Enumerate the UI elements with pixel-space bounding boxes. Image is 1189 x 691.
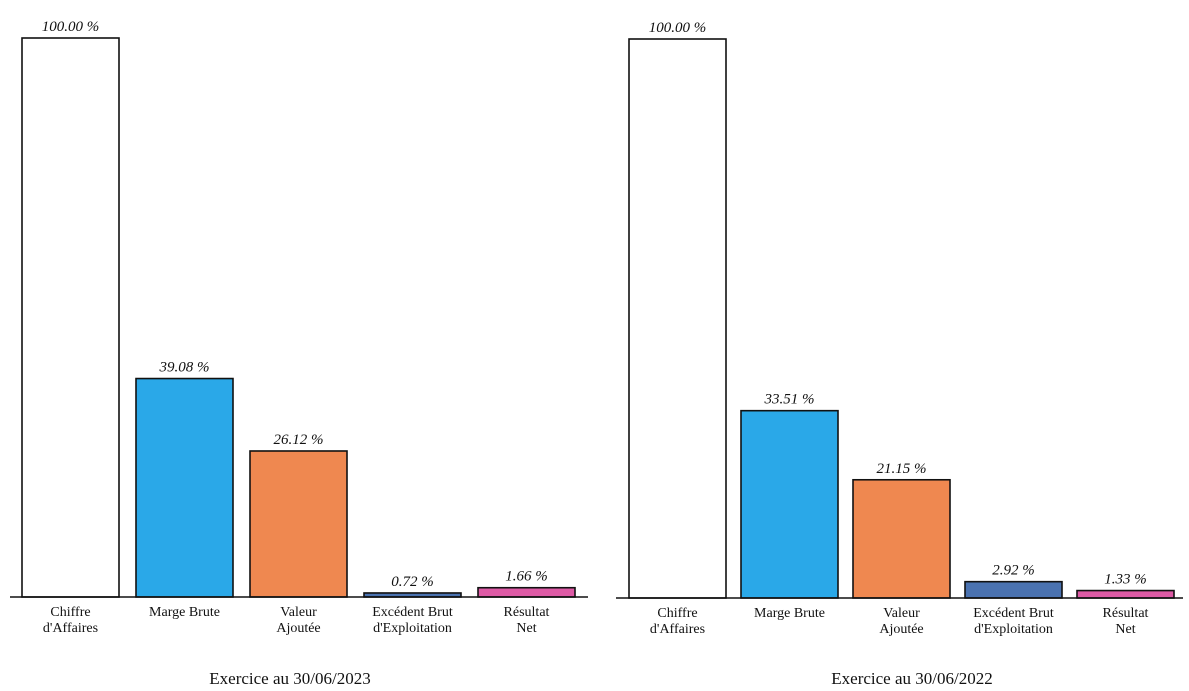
category-label-1-2: Valeur Ajoutée bbox=[879, 606, 923, 637]
category-label-0-2: Valeur Ajoutée bbox=[276, 605, 320, 636]
category-label-0-1: Marge Brute bbox=[149, 605, 220, 620]
bar-0-2 bbox=[249, 450, 348, 598]
chart-caption-0: Exercice au 30/06/2023 bbox=[209, 669, 370, 688]
value-label-1-0: 100.00 % bbox=[649, 20, 707, 36]
category-label-0-0: Chiffre d'Affaires bbox=[43, 605, 98, 636]
category-label-1-4: Résultat Net bbox=[1103, 606, 1149, 637]
bar-0-1 bbox=[135, 377, 234, 598]
category-label-0-4: Résultat Net bbox=[504, 605, 550, 636]
value-label-1-3: 2.92 % bbox=[992, 563, 1035, 579]
category-label-1-1: Marge Brute bbox=[754, 606, 825, 621]
bar-1-1 bbox=[740, 409, 839, 599]
bar-0-0 bbox=[21, 37, 120, 598]
bar-0-4 bbox=[477, 586, 576, 598]
bar-1-2 bbox=[852, 478, 951, 599]
value-label-0-1: 39.08 % bbox=[159, 360, 210, 376]
value-label-0-0: 100.00 % bbox=[42, 19, 100, 35]
chart-exercice-2023: 100.00 % Chiffre d'Affaires 39.08 % Marge Br… bbox=[10, 19, 588, 688]
value-label-1-2: 21.15 % bbox=[877, 461, 927, 477]
bar-1-3 bbox=[964, 580, 1063, 599]
bar-1-0 bbox=[628, 38, 727, 599]
chart-exercice-2022-svg: 100.00 % Chiffre d'Affaires 33.51 % Marge Br… bbox=[616, 20, 1183, 688]
value-label-1-4: 1.33 % bbox=[1104, 572, 1147, 588]
value-label-1-1: 33.51 % bbox=[764, 392, 815, 408]
bar-1-4 bbox=[1076, 589, 1175, 599]
chart-caption-1: Exercice au 30/06/2022 bbox=[831, 669, 992, 688]
value-label-0-3: 0.72 % bbox=[391, 574, 434, 590]
category-label-0-3: Excédent Brut d'Exploitation bbox=[372, 605, 453, 636]
chart-exercice-2023-svg: 100.00 % Chiffre d'Affaires 39.08 % Marge Br… bbox=[10, 19, 588, 688]
category-label-1-0: Chiffre d'Affaires bbox=[650, 606, 705, 637]
category-label-1-3: Excédent Brut d'Exploitation bbox=[973, 606, 1054, 637]
value-label-0-2: 26.12 % bbox=[274, 432, 324, 448]
value-label-0-4: 1.66 % bbox=[505, 569, 548, 585]
chart-exercice-2022: 100.00 % Chiffre d'Affaires 33.51 % Marge Br… bbox=[600, 0, 1189, 691]
